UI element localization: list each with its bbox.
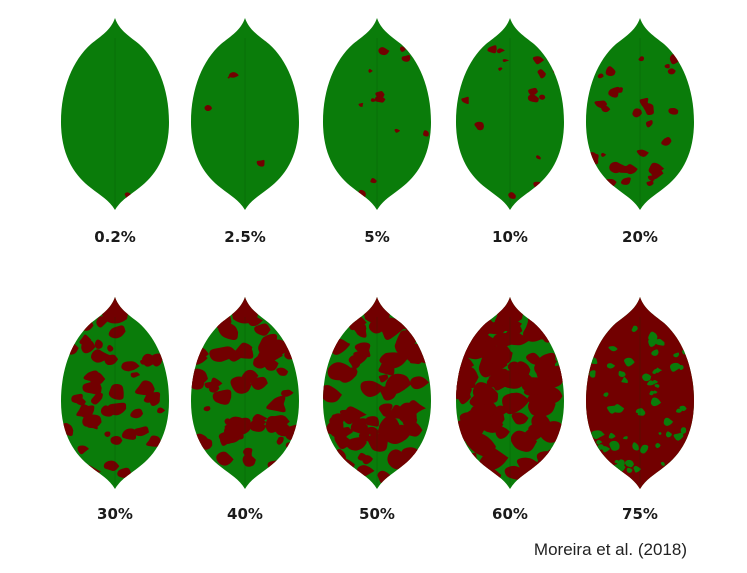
leaf-1 bbox=[59, 18, 171, 210]
lesion-group bbox=[124, 192, 132, 198]
leaf-image bbox=[191, 18, 299, 210]
leaf-image bbox=[586, 297, 694, 489]
leaf-image bbox=[191, 297, 299, 489]
leaf-image bbox=[61, 297, 169, 489]
leaf-9 bbox=[454, 297, 566, 489]
leaf-image bbox=[61, 18, 169, 210]
severity-label: 2.5% bbox=[224, 228, 266, 246]
severity-label: 40% bbox=[227, 505, 263, 523]
leaf-healthy-area bbox=[456, 18, 564, 210]
leaf-3 bbox=[321, 18, 433, 210]
severity-label: 5% bbox=[364, 228, 390, 246]
severity-label: 50% bbox=[359, 505, 395, 523]
leaf-10 bbox=[584, 297, 696, 489]
lesion-group bbox=[61, 297, 169, 479]
leaf-image bbox=[586, 18, 694, 210]
severity-label: 20% bbox=[622, 228, 658, 246]
lesion-group bbox=[356, 46, 429, 199]
severity-label: 60% bbox=[492, 505, 528, 523]
leaf-healthy-area bbox=[191, 18, 299, 210]
severity-label: 10% bbox=[492, 228, 528, 246]
severity-label: 0.2% bbox=[94, 228, 136, 246]
leaf-image bbox=[456, 18, 564, 210]
leaf-image bbox=[456, 297, 564, 489]
leaf-image bbox=[323, 297, 431, 489]
leaf-2 bbox=[189, 18, 301, 210]
leaf-4 bbox=[454, 18, 566, 210]
leaf-8 bbox=[321, 297, 433, 489]
leaf-healthy-area bbox=[61, 18, 169, 210]
citation: Moreira et al. (2018) bbox=[533, 540, 687, 559]
severity-label: 30% bbox=[97, 505, 133, 523]
severity-label: 75% bbox=[622, 505, 658, 523]
leaf-7 bbox=[189, 297, 301, 489]
leaf-5 bbox=[584, 18, 696, 210]
leaf-6 bbox=[59, 297, 171, 489]
leaf-image bbox=[323, 18, 431, 210]
leaf-healthy-area bbox=[323, 18, 431, 210]
